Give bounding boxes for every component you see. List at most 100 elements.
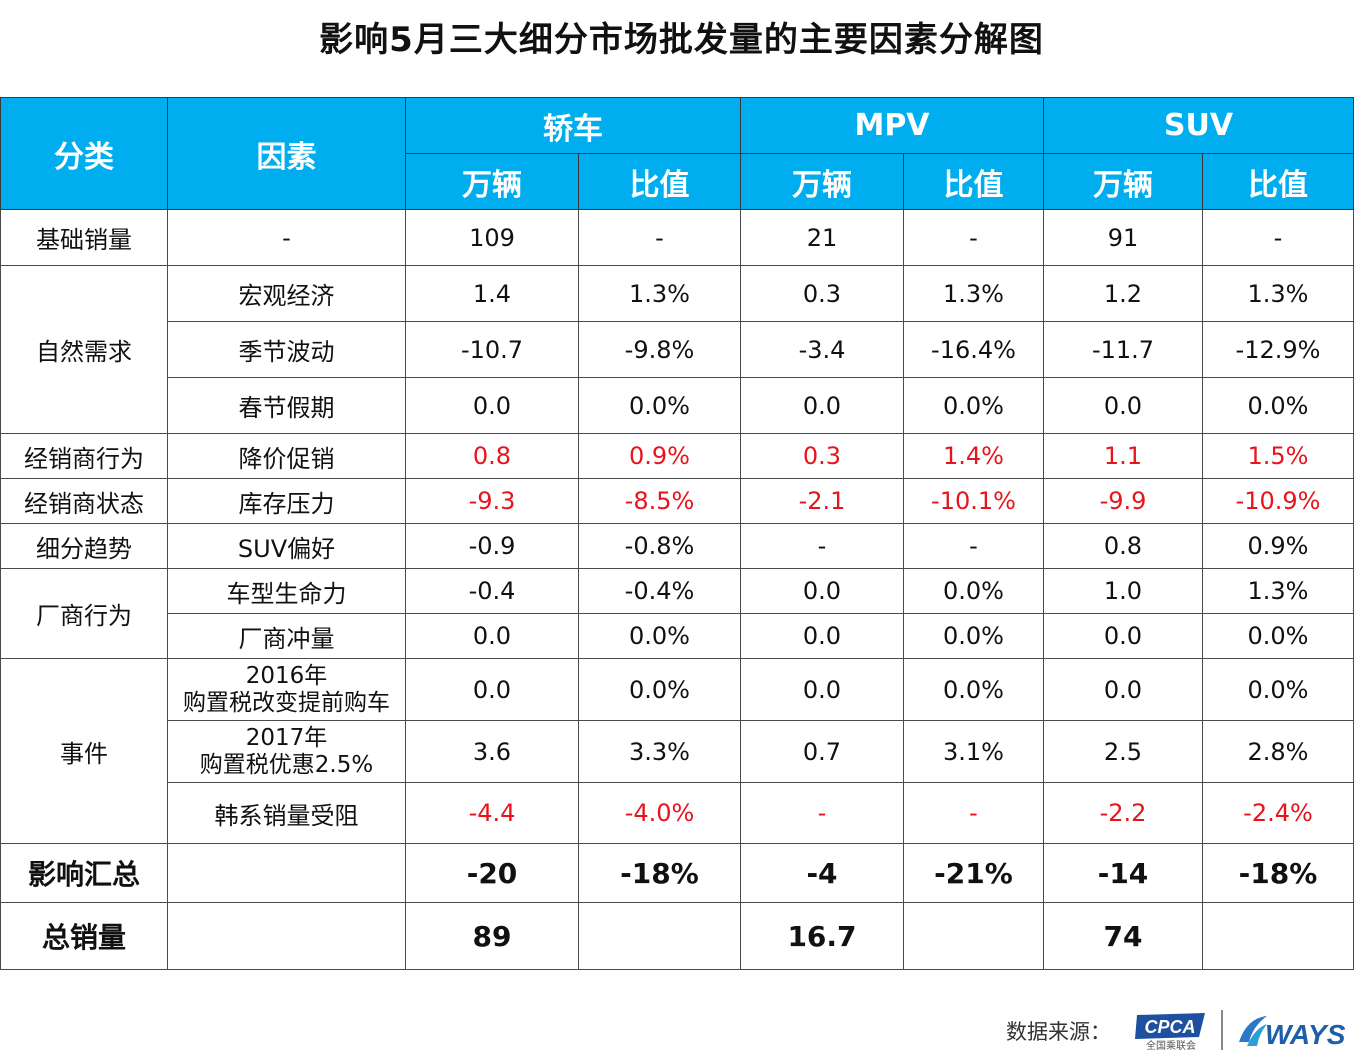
value-cell: 0.0	[405, 658, 579, 721]
category-cell: 影响汇总	[0, 843, 168, 903]
factor-cell: 宏观经济	[167, 265, 406, 322]
value-cell: -14	[1043, 843, 1203, 903]
table-row: 自然需求 宏观经济 1.4 1.3% 0.3 1.3% 1.2 1.3%	[0, 265, 1354, 434]
factor-cell: 厂商冲量	[167, 613, 406, 659]
value-cell: 0.0	[740, 568, 904, 614]
value-cell: 0.0%	[903, 658, 1044, 721]
value-cell: 0.8	[405, 433, 579, 479]
value-cell: 0.9%	[578, 433, 741, 479]
value-cell: 1.1	[1043, 433, 1203, 479]
factor-cell: 春节假期	[167, 377, 406, 434]
value-cell: 1.3%	[1202, 265, 1354, 322]
value-cell: -9.9	[1043, 478, 1203, 524]
factor-cell	[167, 843, 406, 903]
value-cell: -4.0%	[578, 782, 741, 844]
value-cell: 0.0	[1043, 658, 1203, 721]
value-cell: -	[1202, 209, 1354, 266]
header-unit: 万辆	[405, 153, 579, 210]
value-cell: 1.4%	[903, 433, 1044, 479]
factor-cell: 库存压力	[167, 478, 406, 524]
value-cell: -2.1	[740, 478, 904, 524]
total-row: 总销量 89 16.7 74	[0, 902, 1354, 970]
value-cell: 0.0%	[578, 377, 741, 434]
value-cell: 0.0	[1043, 377, 1203, 434]
value-cell: -18%	[1202, 843, 1354, 903]
value-cell: 89	[405, 902, 579, 970]
value-cell	[903, 902, 1044, 970]
value-cell: -10.7	[405, 321, 579, 378]
value-cell: 2.8%	[1202, 720, 1354, 783]
value-cell: 0.0%	[1202, 658, 1354, 721]
value-cell: -10.9%	[1202, 478, 1354, 524]
category-cell: 细分趋势	[0, 523, 168, 569]
table-row: 经销商行为 降价促销 0.8 0.9% 0.3 1.4% 1.1 1.5%	[0, 433, 1354, 479]
value-cell: -	[903, 523, 1044, 569]
header-ratio: 比值	[903, 153, 1044, 210]
value-cell: 0.0%	[903, 377, 1044, 434]
header-row-2: 万辆 比值 万辆 比值 万辆 比值	[1, 153, 1354, 210]
value-cell: 3.1%	[903, 720, 1044, 783]
value-cell: 0.8	[1043, 523, 1203, 569]
value-cell: 0.0	[405, 377, 579, 434]
value-cell: -4.4	[405, 782, 579, 844]
table-row: 经销商状态 库存压力 -9.3 -8.5% -2.1 -10.1% -9.9 -…	[0, 478, 1354, 524]
value-cell: -16.4%	[903, 321, 1044, 378]
value-cell: -12.9%	[1202, 321, 1354, 378]
table-row: 季节波动 -10.7 -9.8% -3.4 -16.4% -11.7 -12.9…	[1, 321, 1354, 378]
factor-cell: 降价促销	[167, 433, 406, 479]
value-cell: 0.0	[740, 377, 904, 434]
factor-line: 2017年	[245, 725, 328, 752]
cpca-logo-subtext: 全国乘联会	[1146, 1039, 1196, 1051]
table-row: 细分趋势 SUV偏好 -0.9 -0.8% - - 0.8 0.9%	[0, 523, 1354, 569]
value-cell: 91	[1043, 209, 1203, 266]
value-cell: 1.4	[405, 265, 579, 322]
header-segment-sedan: 轿车	[405, 97, 741, 154]
table-row: 韩系销量受阻 -4.4 -4.0% - - -2.2 -2.4%	[1, 782, 1354, 844]
factor-cell: 2017年 购置税优惠2.5%	[167, 720, 406, 783]
value-cell: 1.5%	[1202, 433, 1354, 479]
factor-cell: -	[167, 209, 406, 266]
value-cell: -0.4%	[578, 568, 741, 614]
factor-cell: 2016年 购置税改变提前购车	[167, 658, 406, 721]
value-cell: 3.3%	[578, 720, 741, 783]
table-row: 基础销量 - 109 - 21 - 91 -	[0, 209, 1354, 266]
value-cell: -0.9	[405, 523, 579, 569]
factor-cell: 韩系销量受阻	[167, 782, 406, 844]
category-cell: 经销商行为	[0, 433, 168, 479]
logo-divider	[1221, 1010, 1223, 1050]
value-cell: 0.0	[405, 613, 579, 659]
factor-line: 购置税改变提前购车	[183, 689, 390, 716]
value-cell	[1202, 902, 1354, 970]
value-cell: -9.3	[405, 478, 579, 524]
value-cell: 3.6	[405, 720, 579, 783]
value-cell: 0.0%	[1202, 613, 1354, 659]
value-cell: -2.4%	[1202, 782, 1354, 844]
value-cell: 0.0%	[578, 613, 741, 659]
header-unit: 万辆	[740, 153, 904, 210]
header-ratio: 比值	[578, 153, 741, 210]
value-cell: 0.0%	[1202, 377, 1354, 434]
value-cell: -18%	[578, 843, 741, 903]
value-cell: 21	[740, 209, 904, 266]
category-cell: 基础销量	[0, 209, 168, 266]
value-cell: -11.7	[1043, 321, 1203, 378]
table-row: 事件 2016年 购置税改变提前购车 0.0 0.0% 0.0 0.0% 0.0…	[0, 658, 1354, 844]
page-title: 影响5月三大细分市场批发量的主要因素分解图	[319, 20, 1044, 60]
value-cell: 0.0%	[578, 658, 741, 721]
factor-cell: 车型生命力	[167, 568, 406, 614]
value-cell: 1.0	[1043, 568, 1203, 614]
value-cell: -	[740, 782, 904, 844]
value-cell: -3.4	[740, 321, 904, 378]
category-cell: 总销量	[0, 902, 168, 970]
value-cell: 0.0	[740, 613, 904, 659]
value-cell: 1.3%	[578, 265, 741, 322]
value-cell: 1.3%	[1202, 568, 1354, 614]
factor-table: 分类 因素 轿车 MPV SUV 万辆 比值 万辆 比值 万辆 比值 基础销量 …	[0, 97, 1354, 970]
header-category: 分类	[0, 97, 168, 210]
ways-logo-text: WAYS	[1265, 1019, 1346, 1050]
source-label: 数据来源：	[1006, 1020, 1111, 1044]
table-row: 2017年 购置税优惠2.5% 3.6 3.3% 0.7 3.1% 2.5 2.…	[1, 720, 1354, 783]
summary-row: 影响汇总 -20 -18% -4 -21% -14 -18%	[0, 843, 1354, 903]
header-row-1: 分类 因素 轿车 MPV SUV	[0, 97, 1354, 210]
ways-logo: WAYS	[1239, 1016, 1346, 1050]
